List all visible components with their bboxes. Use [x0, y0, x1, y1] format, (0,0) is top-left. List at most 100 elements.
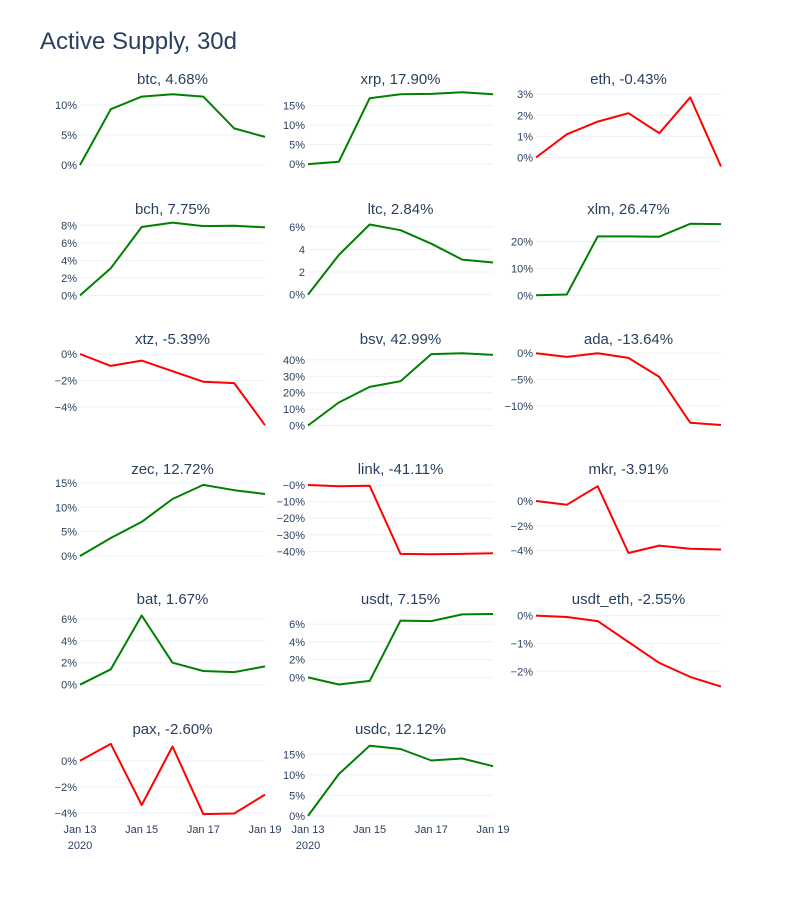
- y-tick-label: 40%: [283, 355, 305, 367]
- y-tick-label: −2%: [55, 782, 78, 794]
- subplot-mkr: mkr, -3.91% 0% −2% −4%: [511, 461, 722, 558]
- series-line: [307, 223, 494, 296]
- y-tick-label: 10%: [55, 502, 77, 514]
- y-tick-label: 20%: [283, 388, 305, 400]
- subplot-title: ada, -13.64%: [584, 331, 673, 348]
- subplot-title: usdt, 7.15%: [361, 591, 440, 608]
- series-line: [307, 91, 494, 166]
- y-tick-label: 30%: [283, 371, 305, 383]
- y-tick-label: 5%: [289, 140, 305, 152]
- y-tick-label: 0%: [517, 348, 533, 360]
- subplot-xlm: xlm, 26.47% 0% 10% 20%: [511, 201, 722, 302]
- y-tick-label: −2%: [511, 666, 534, 678]
- subplot-title: bch, 7.75%: [135, 201, 210, 218]
- y-tick-label: 15%: [55, 478, 77, 490]
- y-tick-label: 5%: [61, 527, 77, 539]
- y-tick-label: 6%: [61, 238, 77, 250]
- subplot-zec: zec, 12.72% 0% 5% 10% 15%: [55, 461, 266, 563]
- x-year-label: 2020: [68, 840, 92, 852]
- y-tick-label: 4: [299, 244, 305, 256]
- y-tick-label: 10%: [283, 404, 305, 416]
- subplot-xrp: xrp, 17.90% 0% 5% 10% 15%: [283, 71, 494, 171]
- y-tick-label: 10%: [283, 770, 305, 782]
- series-line: [79, 221, 266, 297]
- subplot-eth: eth, -0.43% 0% 1% 2% 3%: [517, 71, 722, 167]
- y-tick-label: 10%: [55, 100, 77, 112]
- subplot-title: xtz, -5.39%: [135, 331, 210, 348]
- series-line: [307, 352, 494, 427]
- subplot-title: ltc, 2.84%: [368, 201, 434, 218]
- subplot-xtz: xtz, -5.39% 0% −2% −4%: [55, 331, 266, 426]
- x-tick-label: Jan 15: [125, 824, 158, 836]
- series-line: [535, 222, 722, 297]
- subplot-usdc: usdc, 12.12% 0% 5% 10% 15% Jan 13 Jan 15 Jan 17…: [283, 721, 510, 852]
- series-line: [79, 614, 266, 686]
- series-line: [307, 613, 494, 686]
- subplot-title: usdt_eth, -2.55%: [572, 591, 685, 608]
- subplot-title: usdc, 12.12%: [355, 721, 446, 738]
- subplot-title: xlm, 26.47%: [587, 201, 670, 218]
- x-tick-label: Jan 17: [415, 824, 448, 836]
- y-tick-label: −40%: [277, 546, 306, 558]
- page-title: Active Supply, 30d: [40, 28, 238, 55]
- series-line: [535, 96, 722, 167]
- y-tick-label: 2%: [289, 655, 305, 667]
- subplot-title: bat, 1.67%: [137, 591, 209, 608]
- x-year-label: 2020: [296, 840, 320, 852]
- x-tick-label: Jan 19: [476, 824, 509, 836]
- y-tick-label: 0%: [61, 160, 77, 172]
- y-tick-label: 2%: [517, 110, 533, 122]
- y-tick-label: 6%: [61, 614, 77, 626]
- series-line: [535, 614, 722, 688]
- y-tick-label: 0%: [289, 159, 305, 171]
- y-tick-label: −0%: [283, 480, 306, 492]
- y-tick-label: −1%: [511, 638, 534, 650]
- series-line: [535, 485, 722, 554]
- subplot-title: link, -41.11%: [358, 461, 444, 478]
- y-tick-label: 4%: [289, 637, 305, 649]
- series-line: [535, 352, 722, 426]
- subplot-title: xrp, 17.90%: [360, 71, 440, 88]
- subplot-title: eth, -0.43%: [590, 71, 667, 88]
- y-tick-label: 0%: [289, 421, 305, 433]
- y-tick-label: 0%: [517, 611, 533, 623]
- y-tick-label: −10%: [277, 497, 306, 509]
- subplot-usdt_eth: usdt_eth, -2.55% 0% −1% −2%: [511, 591, 722, 688]
- y-tick-label: −10%: [505, 401, 534, 413]
- y-tick-label: −5%: [511, 375, 534, 387]
- y-tick-label: −4%: [55, 808, 78, 820]
- subplot-title: pax, -2.60%: [132, 721, 212, 738]
- y-tick-label: 3%: [517, 89, 533, 101]
- y-tick-label: 1%: [517, 131, 533, 143]
- y-tick-label: 0%: [289, 811, 305, 823]
- y-tick-label: 0%: [61, 551, 77, 563]
- x-tick-label: Jan 19: [248, 824, 281, 836]
- y-tick-label: 0%: [61, 349, 77, 361]
- y-tick-label: 0%: [517, 152, 533, 164]
- subplot-title: bsv, 42.99%: [360, 331, 441, 348]
- series-line: [79, 742, 266, 816]
- y-tick-label: 0%: [61, 756, 77, 768]
- y-tick-label: −2%: [511, 521, 534, 533]
- subplot-usdt: usdt, 7.15% 0% 2% 4% 6%: [289, 591, 494, 686]
- subplot-title: btc, 4.68%: [137, 71, 208, 88]
- subplot-ada: ada, -13.64% 0% −5% −10%: [505, 331, 722, 426]
- y-tick-label: −30%: [277, 530, 306, 542]
- y-tick-label: 2: [299, 267, 305, 279]
- y-tick-label: 0%: [289, 672, 305, 684]
- subplot-title: mkr, -3.91%: [588, 461, 668, 478]
- x-tick-label: Jan 13: [291, 824, 324, 836]
- subplot-btc: btc, 4.68% 0% 5% 10%: [55, 71, 266, 172]
- y-tick-label: 6%: [289, 619, 305, 631]
- series-line: [307, 744, 494, 817]
- y-tick-label: 15%: [283, 749, 305, 761]
- subplot-title: zec, 12.72%: [131, 461, 214, 478]
- series-line: [307, 484, 494, 556]
- y-tick-label: −4%: [511, 546, 534, 558]
- y-tick-label: 5%: [289, 790, 305, 802]
- x-tick-label: Jan 15: [353, 824, 386, 836]
- y-tick-label: 0%: [289, 290, 305, 302]
- y-tick-label: 20%: [511, 237, 533, 249]
